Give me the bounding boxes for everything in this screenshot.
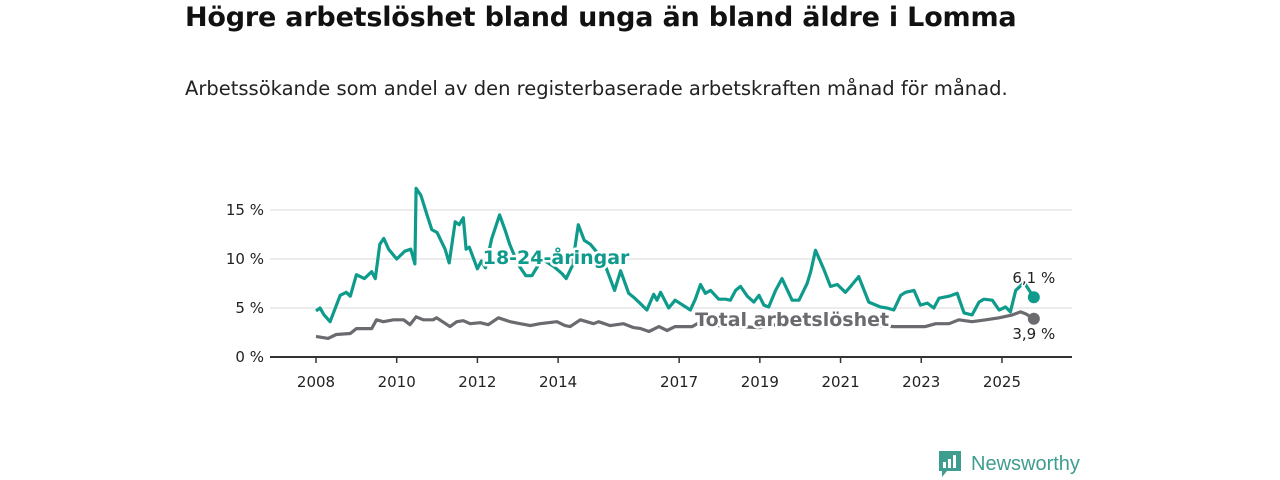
series-line-total: [315, 310, 1035, 340]
series-lines: [315, 186, 1040, 340]
series-label: Total arbetslöshet: [695, 309, 889, 331]
x-tick-label: 2019: [741, 373, 779, 391]
series-end-dot: [1027, 312, 1040, 325]
newsworthy-logo: Newsworthy: [937, 449, 1080, 479]
series-line-youth: [315, 186, 1036, 324]
x-tick-label: 2010: [378, 373, 416, 391]
x-tick-label: 2023: [902, 373, 940, 391]
chart-subtitle: Arbetssökande som andel av den registerb…: [185, 77, 1008, 100]
logo-text: Newsworthy: [971, 452, 1080, 475]
x-tick-label: 2021: [821, 373, 859, 391]
gridlines: [270, 209, 1072, 309]
y-tick-label: 15 %: [226, 201, 264, 219]
y-tick-label: 0 %: [235, 348, 264, 366]
series-labels: 18-24-åringar 6,1 % Total arbetslöshet 3,9 …: [480, 243, 1057, 345]
newsworthy-logo-icon: [939, 451, 961, 477]
series-label: 18-24-åringar: [483, 245, 630, 269]
y-tick-label: 10 %: [226, 250, 264, 268]
end-value-label: 6,1 %: [1012, 269, 1055, 287]
end-value-label: 3,9 %: [1012, 325, 1055, 343]
y-tick-label: 5 %: [235, 299, 264, 317]
series-end-dot: [1027, 291, 1040, 304]
x-tick-label: 2017: [660, 373, 698, 391]
chart-title: Högre arbetslöshet bland unga än bland ä…: [185, 2, 1017, 33]
x-tick-label: 2014: [539, 373, 577, 391]
x-tick-label: 2008: [297, 373, 335, 391]
axes: 0 % 5 % 10 % 15 % 2008 2010 2012 2014 2017 2019 20…: [226, 201, 1072, 391]
x-tick-label: 2025: [983, 373, 1021, 391]
x-tick-label: 2012: [458, 373, 496, 391]
